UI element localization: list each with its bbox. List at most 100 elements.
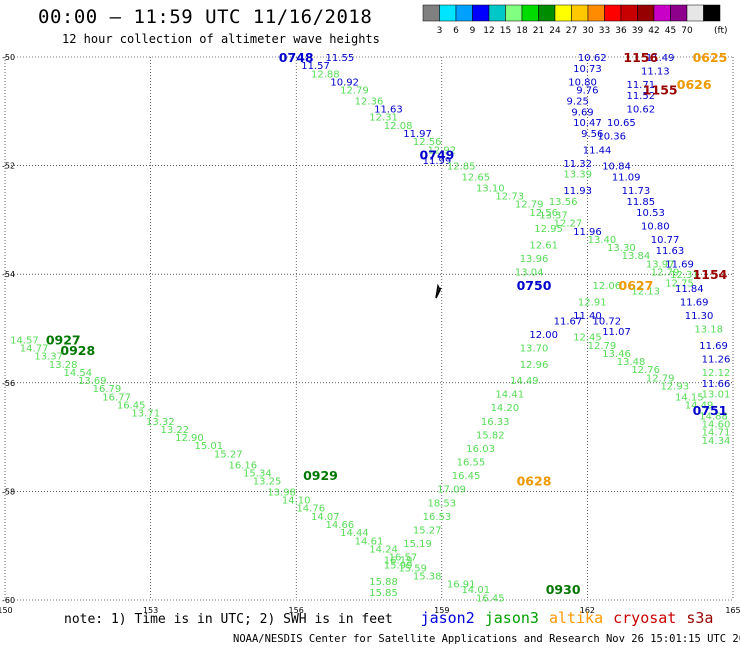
swh-value: 13.32: [146, 417, 175, 428]
pass-label: 0749: [420, 148, 455, 163]
swh-value: 12.79: [515, 200, 544, 211]
pass-label: 0628: [517, 474, 552, 489]
swh-value: 13.98: [267, 487, 296, 498]
legend-row: note: 1) Time is in UTC; 2) SWH is in fe…: [64, 609, 723, 627]
swh-value: 11.85: [626, 197, 655, 208]
swh-value: 15.82: [476, 430, 505, 441]
swh-value: 14.61: [355, 536, 384, 547]
colorbar-label: 45: [665, 26, 676, 36]
swh-value: 12.08: [384, 121, 413, 132]
pass-label: 0625: [693, 50, 728, 65]
swh-value: 9.76: [576, 86, 598, 97]
swh-value: 11.07: [602, 327, 631, 338]
swh-value: 10.65: [607, 118, 636, 129]
colorbar-label: 3: [437, 26, 443, 36]
lat-tick-label: -60: [2, 596, 15, 605]
swh-value: 13.96: [520, 254, 549, 265]
swh-value: 15.59: [398, 563, 427, 574]
swh-value: 13.04: [515, 267, 544, 278]
swh-value: 12.56: [413, 137, 442, 148]
swh-value: 15.88: [369, 577, 398, 588]
swh-value: 14.34: [702, 436, 731, 447]
swh-value: 11.09: [612, 172, 641, 183]
swh-value: 11.49: [646, 53, 675, 64]
colorbar-label: 33: [599, 26, 610, 36]
swh-value: 16.45: [452, 471, 481, 482]
pass-label: 0751: [693, 403, 728, 418]
coastline-mark: [435, 283, 442, 299]
colorbar: 3 6 9 12 15 18 21 24 27 30 33 36 39 42 45 70 (ft): [422, 4, 728, 36]
colorbar-label: 36: [615, 26, 627, 36]
swh-value: 12.79: [340, 86, 369, 97]
swh-value: 13.84: [622, 251, 651, 262]
swh-value: 14.10: [282, 496, 311, 507]
colorbar-label: 30: [582, 26, 594, 36]
swh-value: 10.62: [626, 105, 655, 116]
colorbar-label: 27: [566, 26, 577, 36]
pass-label: 1155: [643, 83, 678, 98]
swh-value: 12.61: [529, 240, 558, 251]
lat-lon-grid: [4, 56, 734, 601]
satellite-legend-s3a: s3a: [686, 609, 714, 627]
swh-value: 12.95: [534, 224, 563, 235]
swh-value: 12.73: [495, 191, 524, 202]
colorbar-label: 15: [500, 26, 511, 36]
swh-value: 10.73: [573, 64, 602, 75]
swh-value: 16.79: [93, 384, 122, 395]
colorbar-label: 39: [632, 26, 644, 36]
swh-value: 14.15: [675, 392, 704, 403]
swh-value: 14.44: [340, 528, 369, 539]
colorbar-label: 24: [549, 26, 561, 36]
colorbar-unit: (ft): [714, 26, 728, 36]
swh-value: 16.19: [384, 555, 413, 566]
swh-value: 11.66: [702, 379, 731, 390]
swh-value: 13.28: [49, 360, 78, 371]
pass-label: 0627: [619, 278, 654, 293]
lon-tick-label: 153: [143, 606, 158, 615]
swh-value: 12.96: [520, 360, 549, 371]
swh-value: 9.25: [567, 96, 589, 107]
swh-value: 11.13: [641, 67, 670, 78]
swh-value: 15.01: [195, 441, 224, 452]
pass-label: 0626: [677, 77, 712, 92]
lon-tick-label: 156: [289, 606, 304, 615]
swh-value: 13.97: [646, 259, 675, 270]
swh-value: 11.71: [626, 80, 655, 91]
swh-value: 14.60: [702, 420, 731, 431]
swh-value: 11.69: [665, 259, 694, 270]
swh-value: 11.99: [423, 156, 452, 167]
swh-value: 16.16: [228, 460, 257, 471]
swh-value: 13.22: [161, 425, 190, 436]
swh-value: 12.93: [660, 382, 689, 393]
swh-value: 14.88: [699, 411, 728, 422]
swh-value: 14.57: [10, 335, 39, 346]
swh-value: 11.96: [573, 227, 602, 238]
swh-value: 13.39: [563, 170, 592, 181]
swh-value: 12.31: [670, 270, 699, 281]
swh-value: 12.79: [646, 373, 675, 384]
swh-value: 11.44: [583, 145, 612, 156]
pass-label: 0928: [60, 343, 95, 358]
swh-value: 14.76: [296, 504, 325, 515]
swh-value: 12.75: [665, 278, 694, 289]
swh-value: 12.36: [355, 96, 384, 107]
swh-value: 14.77: [20, 344, 49, 355]
swh-value: 13.46: [602, 349, 631, 360]
swh-value: 11.52: [626, 91, 655, 102]
swh-value: 13.40: [588, 235, 617, 246]
swh-value: 10.77: [651, 235, 680, 246]
swh-value: 15.38: [413, 572, 442, 583]
swh-value: 12.79: [588, 341, 617, 352]
swh-value: 16.33: [481, 417, 510, 428]
swh-value: 14.71: [702, 428, 731, 439]
pass-label: 0930: [546, 582, 581, 597]
swh-value: 13.18: [694, 325, 723, 336]
chart-title: 00:00 — 11:59 UTC 11/16/2018: [38, 6, 373, 28]
swh-value: 11.26: [702, 354, 731, 365]
lat-tick-label: -54: [2, 270, 15, 279]
swh-value: 11.69: [699, 341, 728, 352]
credit-line: NOAA/NESDIS Center for Satellite Applica…: [233, 633, 740, 645]
swh-value: 13.10: [476, 183, 505, 194]
axis-tick-labels: 150 153 156 159 162 165 -50 -52 -54 -56 -58 -60: [0, 53, 740, 615]
colorbar-label: 42: [648, 26, 659, 36]
